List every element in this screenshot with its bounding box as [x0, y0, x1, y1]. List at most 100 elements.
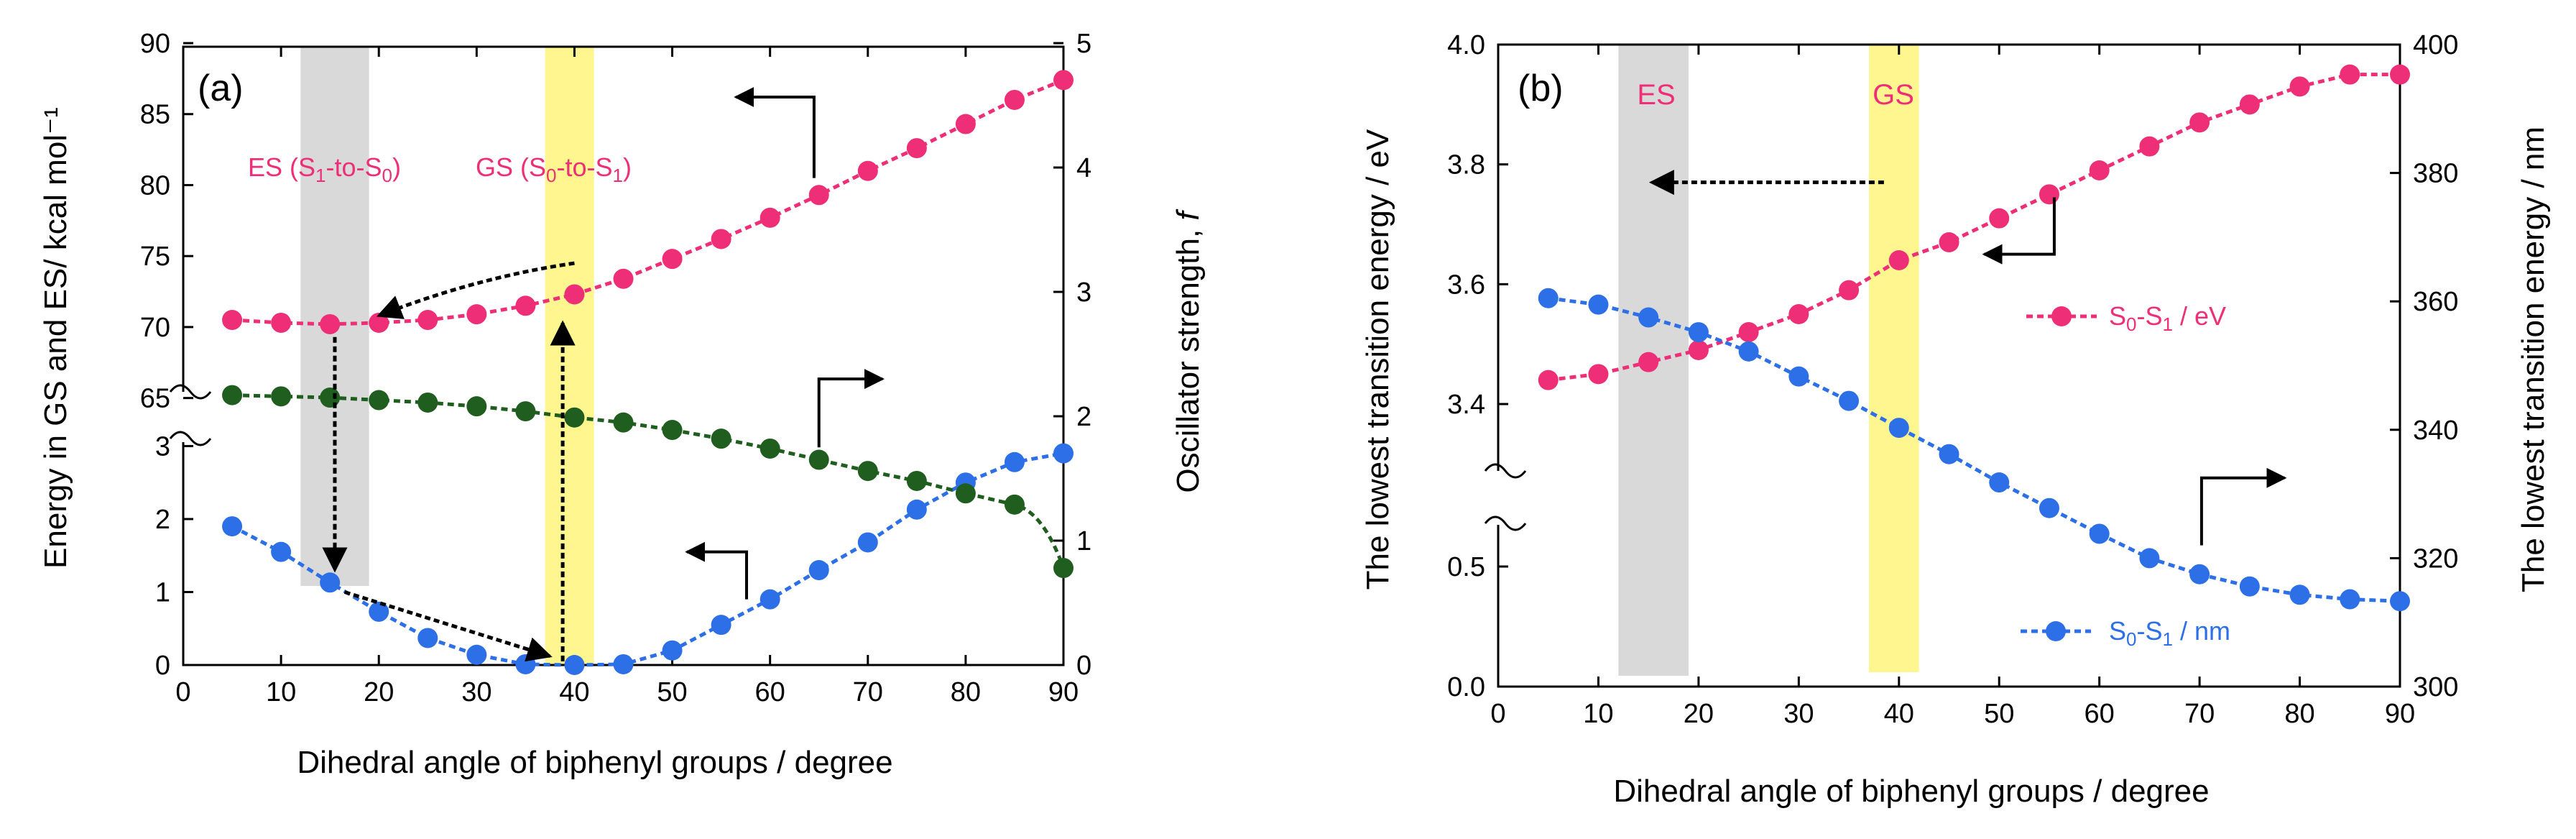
panel-a-point-blue: [564, 655, 585, 675]
panel-b-ytick-right-label: 400: [2413, 30, 2458, 60]
panel-a-point-pink: [955, 114, 976, 134]
panel-a-ticks: 0 10 20 30 40 50 60 70 80 90657075808590012301234…: [140, 29, 1091, 707]
panel-b-plot-frame: [1497, 43, 2401, 688]
panel-a-label: (a): [198, 68, 244, 109]
panel-a-point-green: [613, 412, 634, 433]
panel-a-band-gs: [545, 47, 594, 665]
panel-b-legend-nm: S0-S1 / nm: [2021, 616, 2230, 650]
panel-b-point-pink: [2390, 64, 2410, 85]
panel-a-xlabel: Dihedral angle of biphenyl groups / degr…: [297, 745, 892, 780]
panel-a-point-pink: [906, 138, 927, 159]
panel-a-point-green: [662, 420, 683, 441]
panel-a-ytick-upper-label: 80: [140, 170, 170, 201]
panel-a-point-blue: [760, 589, 780, 610]
panel-a-series: [222, 70, 1074, 675]
panel-a-point-pink: [857, 160, 878, 181]
panel-a-point-green: [417, 392, 438, 413]
panel-b-ylabel-right: The lowest transition energy / nm: [2516, 127, 2551, 592]
panel-a-point-green: [808, 449, 829, 470]
panel-b-point-blue: [2390, 591, 2410, 612]
panel-a-xtick-label: 20: [364, 677, 394, 707]
panel-a-arrow-es-to-gs: [343, 590, 553, 662]
panel-a-axis-breaks: [169, 384, 212, 446]
panel-b-point-blue: [1788, 366, 1809, 387]
panel-b-ytick-upper-label: 3.8: [1447, 150, 1485, 180]
panel-b-point-blue: [2139, 548, 2160, 569]
panel-a-point-blue: [662, 640, 683, 661]
panel-a-xtick-label: 70: [853, 677, 883, 707]
panel-a-point-blue: [613, 654, 634, 674]
panel-b-point-blue: [1588, 294, 1609, 315]
panel-a-ytick-upper-label: 65: [140, 384, 170, 414]
panel-b-point-blue: [1688, 322, 1709, 343]
panel-a-ytick-upper-label: 75: [140, 242, 170, 272]
panel-b-point-pink: [1939, 232, 1959, 252]
panel-b-xtick-label: 60: [2085, 699, 2115, 729]
panel-b-point-pink: [2039, 184, 2059, 205]
legend-ev-marker: [2051, 306, 2072, 326]
panel-a-point-pink: [760, 207, 780, 228]
panel-a-ytick-right-label: 3: [1076, 278, 1091, 308]
panel-b-ylabel-left: The lowest transition energy / eV: [1360, 129, 1395, 590]
panel-a-xtick-label: 60: [755, 677, 785, 707]
panel-b-ytick-right-label: 340: [2413, 416, 2458, 446]
legend-nm-marker: [2046, 621, 2066, 641]
panel-a-xtick-label: 10: [266, 677, 296, 707]
panel-a-point-pink: [613, 268, 634, 289]
panel-b-xtick-label: 80: [2284, 699, 2314, 729]
panel-a-break-mark-bottom: [169, 431, 212, 446]
panel-a-point-pink: [466, 304, 487, 325]
panel-a-point-green: [222, 385, 243, 405]
panel-a-point-blue: [466, 644, 487, 665]
panel-a-point-green: [369, 390, 389, 411]
panel-b-point-pink: [1989, 208, 2010, 229]
panel-b-xtick-label: 90: [2385, 699, 2415, 729]
panel-b-ticks: 0 10 20 30 40 50 60 70 80 90 3.4 3.6 3.8 4.0 0.0 0.5 300…: [1447, 30, 2458, 729]
panel-a-ytick-upper-label: 90: [140, 29, 170, 59]
panel-b-point-pink: [2289, 76, 2310, 97]
panel-a-point-blue: [515, 654, 536, 674]
panel-a-arrow-axis-gs: [685, 541, 748, 600]
panel-a-ytick-right-label: 2: [1076, 402, 1091, 432]
panel-a-xtick-label: 80: [951, 677, 981, 707]
panel-a-arrow-axis-es: [734, 87, 816, 178]
panel-a-ylabel-left: Energy in GS and ES/ kcal mol⁻¹: [38, 107, 73, 569]
panel-a-point-pink: [1004, 89, 1025, 110]
panel-b-point-blue: [1989, 472, 2010, 493]
panel-a-ytick-upper-label: 85: [140, 100, 170, 130]
panel-a-point-blue: [711, 615, 731, 636]
panel-b-gs-band-label: GS: [1873, 79, 1914, 111]
panel-b-ytick-upper-label: 3.6: [1447, 270, 1485, 300]
panel-a-point-green: [760, 438, 780, 459]
panel-b-point-pink: [2189, 112, 2210, 133]
panel-b-point-pink: [1788, 304, 1809, 324]
panel-a-point-green: [1053, 558, 1074, 579]
panel-b-point-blue: [2089, 523, 2110, 544]
panel-b-point-blue: [1738, 341, 1759, 362]
panel-b-xtick-label: 10: [1583, 699, 1613, 729]
panel-a-ytick-upper-label: 70: [140, 313, 170, 343]
panel-a-point-green: [906, 470, 927, 491]
panel-a-ylabel-right: Oscillator strength, f: [1171, 208, 1206, 493]
panel-b-es-band-label: ES: [1637, 79, 1675, 111]
panel-a-point-pink: [320, 313, 341, 334]
panel-b-ytick-right-label: 380: [2413, 159, 2458, 189]
panel-a-series-line-green: [231, 393, 1066, 569]
panel-b-point-blue: [2039, 498, 2059, 518]
panel-a-arrows: [322, 87, 885, 662]
panel-a-point-blue: [808, 560, 829, 581]
panel-a-point-blue: [222, 516, 243, 537]
panel-a-xtick-label: 50: [657, 677, 687, 707]
panel-b-point-pink: [1738, 322, 1759, 342]
panel-a-gs-annotation: GS (S0-to-S1): [476, 152, 632, 186]
panel-b-ytick-lower-label: 0.5: [1447, 552, 1485, 582]
panel-a-ytick-lower-label: 2: [155, 505, 170, 535]
panel-b-break-mark-bottom: [1484, 515, 1527, 531]
panel-a-point-green: [711, 428, 731, 449]
panel-a-bands: [300, 47, 594, 665]
panel-a-point-green: [857, 461, 878, 482]
panel-a-point-blue: [1053, 443, 1074, 464]
panel-a-point-blue: [369, 601, 389, 622]
panel-a-xtick-label: 40: [559, 677, 589, 707]
